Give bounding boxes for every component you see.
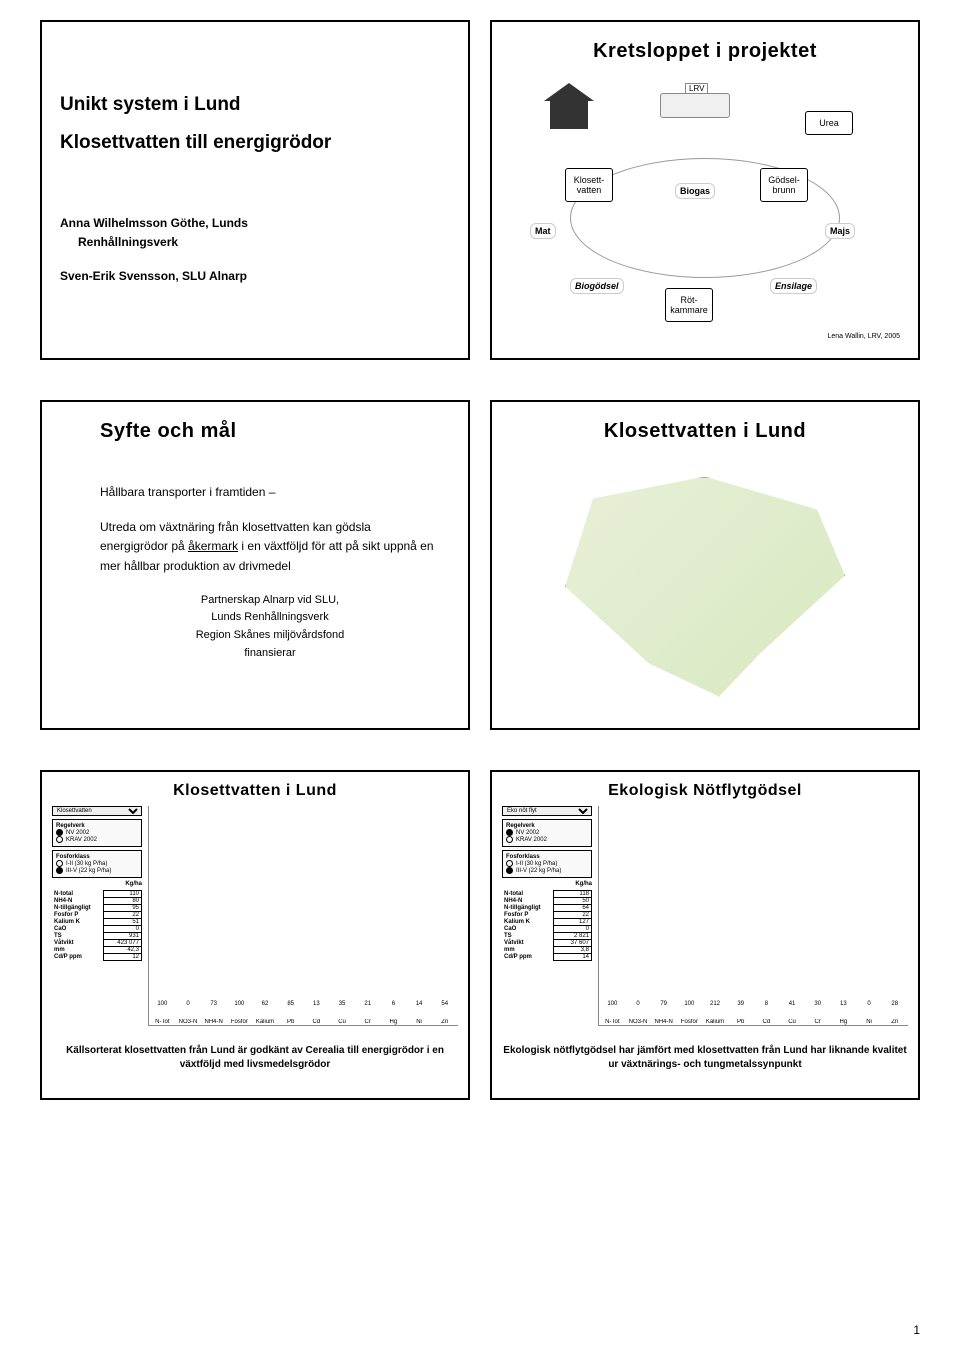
chart1-regelverk: Regelverk NV 2002 KRAV 2002 [52,819,142,847]
syfte-sub1: Partnerskap Alnarp vid SLU, [100,592,440,610]
radio-icon [56,836,63,843]
klosett-box: Klosett-vatten [565,168,613,202]
slide-map: Klosettvatten i Lund [490,400,920,730]
page-number: 1 [913,1323,920,1337]
rotkammare-box: Röt-kammare [665,288,713,322]
radio-icon [56,860,63,867]
author-1b: Renhållningsverk [60,233,450,252]
chart2-fosfor: Fosforklass I-II (30 kg P/ha) III-V (22 … [502,850,592,878]
slide-chart-klosett: Klosettvatten i Lund Klosettvatten Regel… [40,770,470,1100]
chart2-side: Eko nöt flyt Regelverk NV 2002 KRAV 2002… [502,806,592,1026]
chart2-regelverk: Regelverk NV 2002 KRAV 2002 [502,819,592,847]
chart1-fosfor: Fosforklass I-II (30 kg P/ha) III-V (22 … [52,850,142,878]
chart2-dropdown[interactable]: Eko nöt flyt [502,806,592,816]
cycle-title: Kretsloppet i projektet [510,40,900,63]
radio-icon [506,836,513,843]
syfte-p1: Hållbara transporter i framtiden – [100,483,440,502]
slide-title: Unikt system i Lund Klosettvatten till e… [40,20,470,360]
chart2-title: Ekologisk Nötflytgödsel [502,782,908,800]
mat-node: Mat [530,223,556,239]
cycle-credit: Lena Wallin, LRV, 2005 [510,333,900,340]
syfte-sub4: finansierar [100,645,440,663]
truck-icon [660,93,730,118]
ensilage-node: Ensilage [770,278,817,294]
syfte-sub3: Region Skånes miljövårdsfond [100,627,440,645]
lrv-label: LRV [685,83,708,94]
chart1-table: N-total110NH4-N80N-tillgängligt95Fosfor … [52,890,142,961]
biogas-node: Biogas [675,183,715,199]
radio-icon [56,867,63,874]
syfte-title: Syfte och mål [100,420,450,443]
author-1: Anna Wilhelmsson Göthe, Lunds [60,214,450,233]
house-icon [550,101,588,129]
godsel-box: Gödsel-brunn [760,168,808,202]
slide-cycle: Kretsloppet i projektet LRV Urea Gödsel-… [490,20,920,360]
author-2: Sven-Erik Svensson, SLU Alnarp [60,267,450,286]
syfte-p2: Utreda om växtnäring från klosettvatten … [100,518,440,576]
radio-icon [506,867,513,874]
chart1-bars: 100073100628513352161454 N-TotNO3-NNH4-N… [148,806,458,1026]
chart1-caption: Källsorterat klosettvatten från Lund är … [52,1044,458,1072]
chart2-bars: 100079100212398413013028 N-TotNO3-NNH4-N… [598,806,908,1026]
title-line-1: Unikt system i Lund [60,94,450,116]
chart2-caption: Ekologisk nötflytgödsel har jämfört med … [502,1044,908,1072]
syfte-sub2: Lunds Renhållningsverk [100,609,440,627]
cycle-diagram: LRV Urea Gödsel-brunn Klosett-vatten Mat… [510,83,900,333]
slide-syfte: Syfte och mål Hållbara transporter i fra… [40,400,470,730]
lund-map [565,477,845,697]
chart1-side: Klosettvatten Regelverk NV 2002 KRAV 200… [52,806,142,1026]
biogodsel-node: Biogödsel [570,278,624,294]
title-line-2: Klosettvatten till energigrödor [60,132,450,154]
map-title: Klosettvatten i Lund [510,420,900,443]
radio-icon [506,829,513,836]
radio-icon [506,860,513,867]
chart2-table: N-total118NH4-N50N-tillgängligt64Fosfor … [502,890,592,961]
chart1-dropdown[interactable]: Klosettvatten [52,806,142,816]
chart1-title: Klosettvatten i Lund [52,782,458,800]
majs-node: Majs [825,223,855,239]
radio-icon [56,829,63,836]
urea-box: Urea [805,111,853,135]
slide-chart-eko: Ekologisk Nötflytgödsel Eko nöt flyt Reg… [490,770,920,1100]
